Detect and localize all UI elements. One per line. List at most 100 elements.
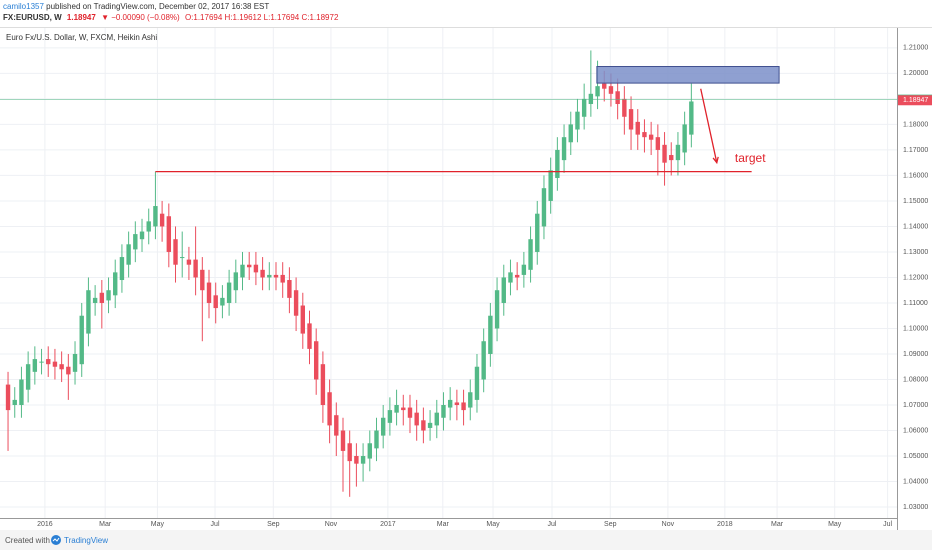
body xyxy=(180,257,185,259)
y-tick-label: 1.03000 xyxy=(903,504,928,511)
body xyxy=(481,341,486,380)
body xyxy=(153,206,158,227)
body xyxy=(300,305,305,334)
body xyxy=(320,364,326,406)
body xyxy=(5,384,11,411)
x-tick-label: Mar xyxy=(437,521,450,528)
prev-price-tag xyxy=(898,95,932,106)
body xyxy=(689,101,694,135)
x-tick-label: May xyxy=(828,521,842,528)
footer: Created with TradingView xyxy=(0,530,932,550)
x-tick-label: 2016 xyxy=(37,521,53,528)
body xyxy=(501,277,506,303)
body xyxy=(615,91,620,105)
body xyxy=(72,353,78,372)
body xyxy=(79,315,84,365)
body xyxy=(461,402,466,411)
body xyxy=(267,274,272,278)
body xyxy=(46,359,51,365)
body xyxy=(240,264,245,278)
body xyxy=(260,269,265,278)
body xyxy=(441,405,446,418)
body xyxy=(380,417,386,436)
x-tick-label: Jul xyxy=(548,521,557,528)
body xyxy=(514,274,520,278)
body xyxy=(52,361,58,367)
body xyxy=(642,132,647,138)
body xyxy=(474,366,480,400)
body xyxy=(59,364,64,370)
annotations: target xyxy=(0,66,897,173)
y-tick-label: 1.16000 xyxy=(903,172,928,179)
body xyxy=(25,364,31,390)
y-tick-label: 1.14000 xyxy=(903,223,928,230)
candles xyxy=(5,50,694,497)
symbol-line: FX:EURUSD, W 1.18947 ▼ −0.00090 (−0.08%)… xyxy=(3,13,341,22)
grid xyxy=(0,28,897,518)
body xyxy=(313,341,319,380)
body xyxy=(200,269,205,291)
body xyxy=(648,134,654,140)
body xyxy=(186,259,192,265)
body xyxy=(12,399,17,406)
body xyxy=(119,257,125,281)
body xyxy=(233,272,239,291)
body xyxy=(407,407,413,418)
y-tick-label: 1.18000 xyxy=(903,121,928,128)
body xyxy=(213,295,218,309)
y-tick-label: 1.12000 xyxy=(903,274,928,281)
x-tick-label: 2018 xyxy=(717,521,733,528)
body xyxy=(447,399,453,408)
arrow-head xyxy=(712,156,719,165)
change: ▼ −0.00090 (−0.08%) xyxy=(101,13,180,22)
body xyxy=(535,213,540,252)
body xyxy=(468,392,473,408)
x-tick-label: Jul xyxy=(211,521,220,528)
body xyxy=(99,292,105,303)
x-tick-label: Mar xyxy=(99,521,112,528)
body xyxy=(19,379,24,406)
body xyxy=(581,98,587,117)
body xyxy=(427,422,433,428)
chart: target Euro Fx/U.S. Dollar, W, FXCM, Hei… xyxy=(0,27,932,530)
body xyxy=(508,272,513,283)
body xyxy=(488,315,493,354)
body xyxy=(568,124,573,143)
body xyxy=(588,93,594,105)
supply-zone xyxy=(596,66,780,84)
body xyxy=(454,402,460,406)
body xyxy=(434,412,439,426)
target-label: target xyxy=(735,151,766,165)
x-tick-label: 2017 xyxy=(380,521,396,528)
body xyxy=(367,443,372,459)
body xyxy=(595,86,600,97)
logo xyxy=(51,535,61,545)
y-tick-label: 1.13000 xyxy=(903,249,928,256)
body xyxy=(226,282,232,303)
y-tick-label: 1.20000 xyxy=(903,70,928,77)
publisher[interactable]: camilo1357 xyxy=(3,2,44,11)
x-tick-label: Sep xyxy=(604,521,617,528)
y-tick-label: 1.04000 xyxy=(903,478,928,485)
body xyxy=(287,280,292,298)
body xyxy=(126,244,131,265)
body xyxy=(521,264,527,275)
publish-line: camilo1357 published on TradingView.com,… xyxy=(3,2,272,11)
body xyxy=(528,239,533,270)
body xyxy=(622,98,627,117)
body xyxy=(561,137,567,161)
y-tick-label: 1.17000 xyxy=(903,147,928,154)
x-tick-label: May xyxy=(486,521,500,528)
body xyxy=(354,456,359,464)
body xyxy=(86,290,91,334)
body xyxy=(166,216,172,252)
published: published on TradingView.com, December 0… xyxy=(46,2,270,11)
brand[interactable]: TradingView xyxy=(64,536,109,545)
body xyxy=(394,405,399,413)
body xyxy=(655,137,661,150)
body xyxy=(220,297,225,306)
body xyxy=(106,290,111,301)
x-tick-label: Sep xyxy=(267,521,280,528)
body xyxy=(347,443,352,462)
x-tick-label: Nov xyxy=(325,521,338,528)
